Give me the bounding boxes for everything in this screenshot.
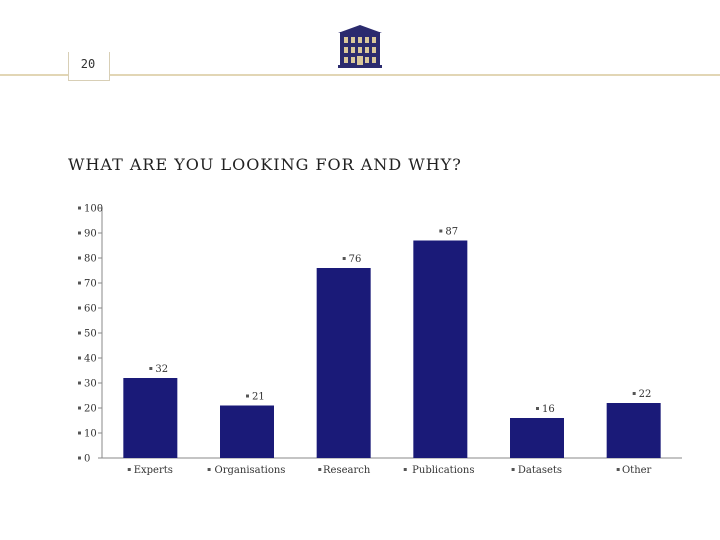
data-label-bullet bbox=[632, 392, 636, 395]
x-tick-label: Publications bbox=[412, 465, 474, 476]
y-tick-bullet bbox=[78, 206, 81, 210]
bar bbox=[510, 418, 564, 458]
bar bbox=[606, 403, 661, 458]
y-tick-bullet bbox=[78, 431, 81, 435]
data-label-bullet bbox=[342, 257, 346, 260]
y-tick-label: 60 bbox=[84, 304, 97, 315]
y-tick-label: 90 bbox=[84, 229, 97, 240]
x-tick-bullet bbox=[511, 468, 515, 471]
x-tick-label: Organisations bbox=[215, 465, 286, 476]
chart-axes: 0 10 20 30 40 50 60 70 80 90 100 Experts Organisatio… bbox=[78, 204, 682, 476]
data-label-bullet bbox=[536, 407, 539, 410]
y-tick-label: 100 bbox=[84, 204, 103, 215]
y-tick-bullet bbox=[78, 381, 81, 385]
x-tick-bullet bbox=[127, 468, 131, 471]
y-tick-bullet bbox=[78, 256, 81, 260]
y-tick-bullet bbox=[78, 331, 81, 335]
building-logo-icon bbox=[338, 25, 382, 68]
data-label-bullet bbox=[246, 394, 249, 398]
x-tick-bullet bbox=[318, 468, 322, 471]
y-tick-bullet bbox=[78, 356, 81, 360]
data-label: 87 bbox=[445, 227, 458, 238]
bar bbox=[123, 378, 178, 458]
y-tick-label: 40 bbox=[84, 354, 97, 365]
y-tick-label: 50 bbox=[84, 329, 97, 340]
data-label: 16 bbox=[542, 404, 555, 415]
data-label: 22 bbox=[639, 389, 652, 400]
x-tick-label: Experts bbox=[134, 465, 173, 476]
data-label-bullet bbox=[439, 229, 443, 233]
x-tick-bullet bbox=[616, 468, 620, 471]
bar bbox=[316, 268, 371, 458]
data-label: 76 bbox=[349, 254, 362, 265]
chart-bars: 32 21 76 87 16 22 bbox=[123, 227, 661, 458]
header-divider bbox=[0, 74, 720, 76]
y-tick-label: 70 bbox=[84, 279, 97, 290]
slide-title: WHAT ARE YOU LOOKING FOR AND WHY? bbox=[68, 155, 462, 174]
y-tick-label: 30 bbox=[84, 379, 97, 390]
bar bbox=[413, 240, 468, 458]
x-tick-label: Datasets bbox=[518, 465, 562, 476]
page-number-tab bbox=[68, 52, 110, 81]
bar bbox=[220, 405, 274, 458]
y-tick-label: 20 bbox=[84, 404, 97, 415]
y-tick-bullet bbox=[78, 231, 81, 235]
y-tick-bullet bbox=[78, 406, 81, 410]
x-tick-bullet bbox=[207, 468, 211, 471]
data-label: 21 bbox=[252, 392, 265, 403]
y-tick-bullet bbox=[78, 456, 81, 460]
x-tick-label: Research bbox=[323, 465, 371, 476]
data-label: 32 bbox=[155, 364, 168, 375]
x-tick-label: Other bbox=[622, 465, 652, 476]
data-label-bullet bbox=[149, 367, 153, 370]
y-tick-label: 80 bbox=[84, 254, 97, 265]
page-number: 20 bbox=[80, 57, 96, 71]
y-tick-label: 10 bbox=[84, 429, 97, 440]
x-tick-bullet bbox=[403, 468, 407, 471]
y-tick-bullet bbox=[78, 281, 81, 285]
y-tick-label: 0 bbox=[84, 454, 90, 465]
y-tick-bullet bbox=[78, 306, 81, 310]
